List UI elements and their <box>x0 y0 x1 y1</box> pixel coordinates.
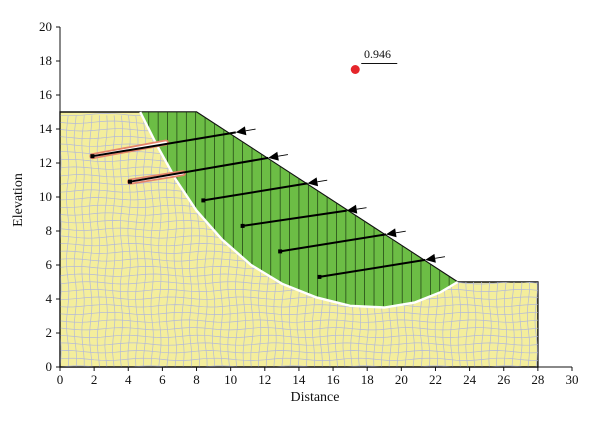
x-tick-label: 16 <box>327 372 341 387</box>
anchor-head-arrow-1 <box>235 126 247 136</box>
anchor-head-tail-5 <box>395 230 406 234</box>
anchor-end-3 <box>201 198 206 203</box>
y-tick-label: 0 <box>46 359 53 374</box>
anchor-head-arrow-2 <box>268 151 279 161</box>
y-tick-label: 14 <box>39 121 53 136</box>
mesh-line <box>60 350 538 354</box>
anchor-tendon-4 <box>242 209 347 227</box>
anchor-head-tail-4 <box>356 207 367 210</box>
y-axis-title: Elevation <box>11 173 26 227</box>
anchor-head-tail-6 <box>435 256 446 259</box>
mesh-line <box>112 115 116 367</box>
mesh-line <box>104 115 108 367</box>
slip-surface <box>139 111 459 309</box>
mesh-line <box>60 357 538 361</box>
anchor-tendon-6 <box>319 258 426 278</box>
anchor-head-arrow-5 <box>385 228 397 238</box>
anchor-tendon-1 <box>92 131 236 158</box>
x-tick-label: 18 <box>361 372 374 387</box>
anchor-head-arrow-3 <box>307 177 319 187</box>
mesh-line <box>73 115 77 367</box>
mesh-line <box>142 115 147 367</box>
mesh-line <box>81 115 85 367</box>
mesh-line <box>60 319 538 323</box>
x-tick-label: 28 <box>531 372 544 387</box>
x-tick-label: 12 <box>258 372 271 387</box>
x-tick-label: 0 <box>57 372 64 387</box>
y-tick-label: 6 <box>46 257 53 272</box>
factor-of-safety-marker: 0.946 <box>350 47 398 74</box>
anchor-tendon-3 <box>203 182 308 202</box>
mesh-line <box>60 334 538 338</box>
factor-of-safety-label: 0.946 <box>364 47 391 61</box>
anchor-end-6 <box>317 274 322 279</box>
mesh-line <box>66 115 70 367</box>
x-tick-label: 30 <box>566 372 579 387</box>
x-tick-label: 22 <box>429 372 442 387</box>
mesh-line <box>135 115 139 367</box>
y-tick-label: 8 <box>46 223 53 238</box>
x-tick-label: 10 <box>224 372 237 387</box>
mesh-line <box>60 327 538 331</box>
x-tick-label: 4 <box>125 372 132 387</box>
y-tick-label: 20 <box>39 19 52 34</box>
y-tick-label: 4 <box>46 291 53 306</box>
mesh-line <box>60 365 538 367</box>
mesh-line <box>158 115 162 367</box>
anchor-end-1 <box>90 154 95 159</box>
mesh-line <box>60 311 538 315</box>
x-tick-label: 14 <box>292 372 306 387</box>
anchors <box>89 126 446 279</box>
y-tick-label: 16 <box>39 87 53 102</box>
mesh-line <box>60 115 62 367</box>
y-tick-label: 12 <box>39 155 52 170</box>
anchor-end-4 <box>240 223 245 228</box>
anchor-head-arrow-4 <box>346 204 358 214</box>
x-tick-label: 26 <box>497 372 511 387</box>
y-tick-label: 10 <box>39 189 52 204</box>
mesh-line <box>60 296 538 300</box>
mesh-line <box>119 115 123 367</box>
anchor-head-tail-3 <box>317 179 328 183</box>
x-tick-label: 20 <box>395 372 408 387</box>
mesh-line <box>127 115 131 367</box>
slip-center-point <box>350 65 360 74</box>
y-tick-label: 18 <box>39 53 52 68</box>
anchor-head-tail-1 <box>245 128 256 132</box>
x-axis-title: Distance <box>291 390 340 405</box>
x-tick-label: 2 <box>91 372 98 387</box>
y-tick-label: 2 <box>46 325 53 340</box>
x-tick-label: 6 <box>159 372 166 387</box>
anchor-head-tail-2 <box>277 154 288 157</box>
anchor-end-2 <box>127 179 132 184</box>
mesh-line <box>60 342 538 346</box>
anchor-head-arrow-6 <box>425 253 436 263</box>
mesh-line <box>60 304 538 308</box>
x-tick-label: 24 <box>463 372 477 387</box>
anchor-tendon-2 <box>129 156 269 183</box>
x-tick-label: 8 <box>193 372 200 387</box>
sliding-mass <box>139 111 459 309</box>
mesh-line <box>150 115 154 367</box>
anchor-tendon-5 <box>280 233 387 253</box>
anchor-end-5 <box>278 249 283 254</box>
axes: 0 2 4 6 8 10 12 14 16 18 20 22 24 26 28 300246810121416… <box>39 19 579 387</box>
